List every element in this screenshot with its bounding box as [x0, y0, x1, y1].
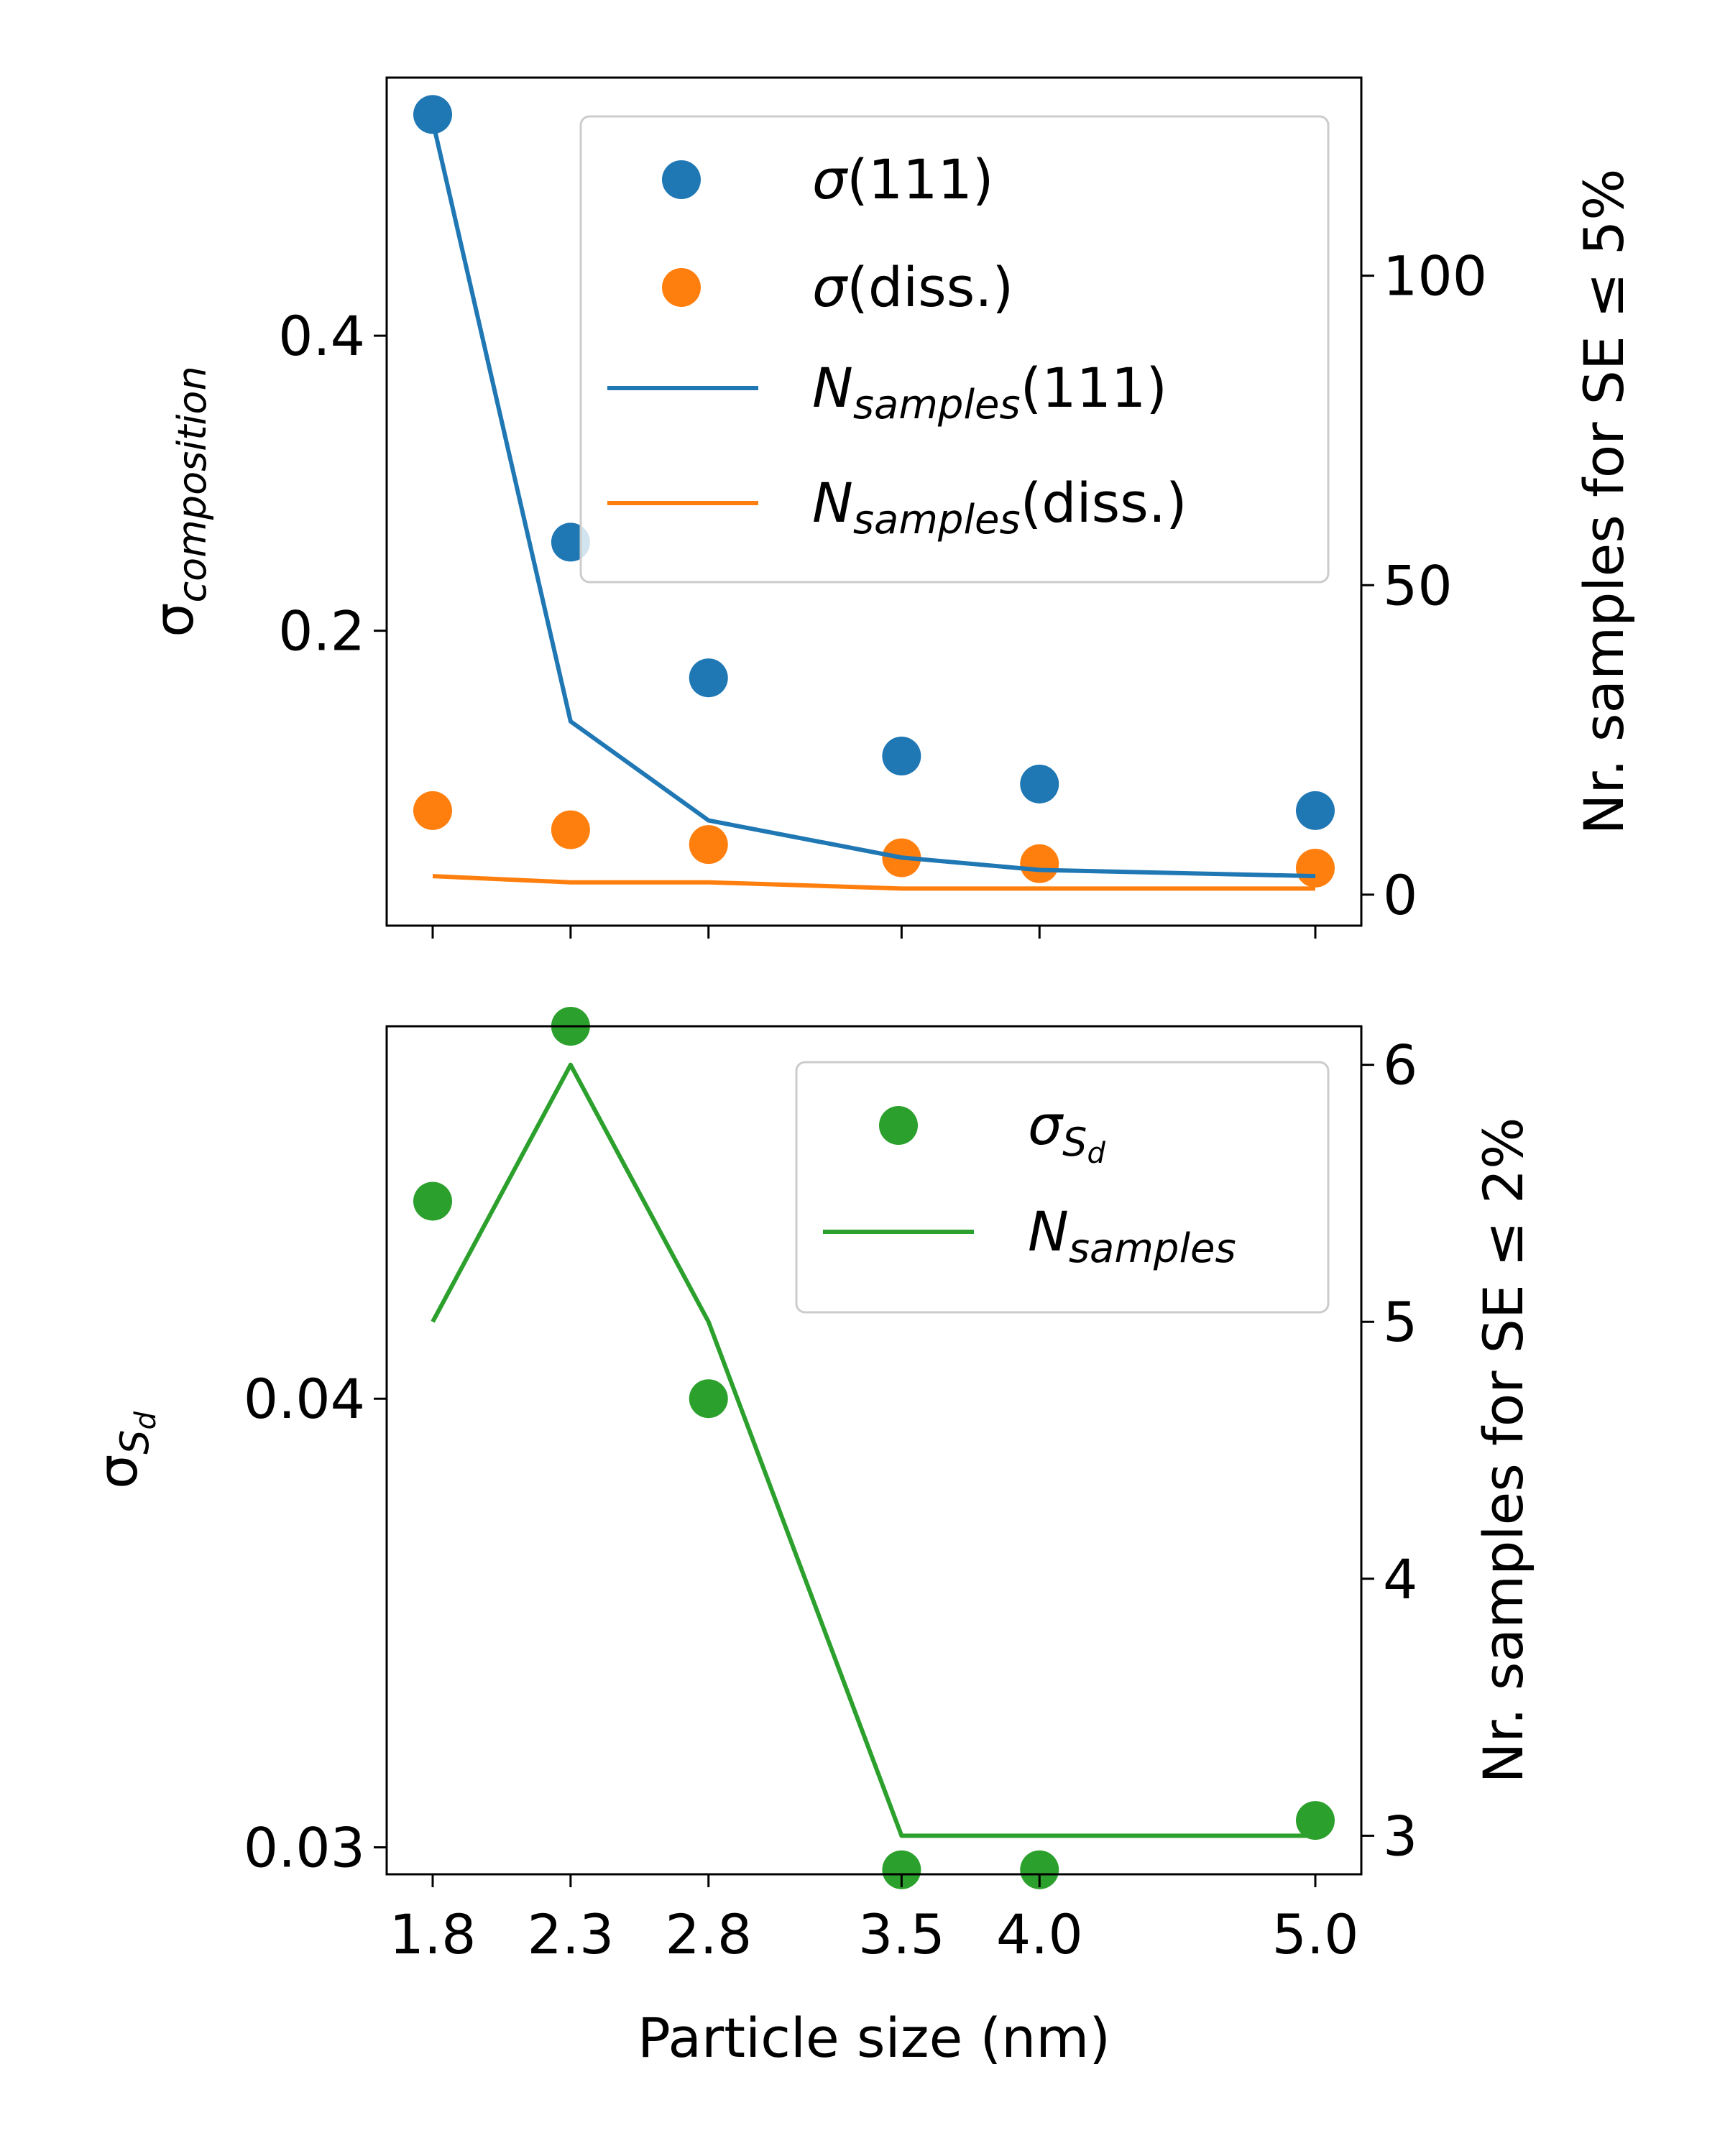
top-left-tick-label: 0.4 — [278, 304, 365, 368]
top-x-axis-ticks — [431, 926, 1317, 939]
top-series-line-nsamples-diss- — [432, 874, 1315, 891]
legend-marker-sigma-diss — [662, 268, 701, 307]
legend-label-sigma-111: σ(111) — [812, 147, 994, 211]
top-panel: 0.2 0.4 0 50 100 σcomposition Nr. samples f… — [142, 76, 1636, 939]
bottom-left-axis-label: σSd — [86, 1411, 162, 1488]
top-point--diss--4 — [1020, 844, 1059, 883]
bottom-legend: σSd Nsamples — [795, 1061, 1330, 1314]
top-point--diss--2 — [689, 825, 728, 865]
top-series-line-nsamples-111- — [431, 120, 1316, 879]
bottom-right-tick-label: 5 — [1383, 1290, 1417, 1354]
top-legend-box — [579, 115, 1330, 584]
top-point--diss--5 — [1296, 848, 1335, 888]
top-legend: σ(111) σ(diss.) Nsamples(111) Nsamples(d… — [579, 115, 1330, 584]
bottom-point--sd-2 — [689, 1379, 728, 1419]
top-point--diss--1 — [551, 810, 590, 849]
bottom-left-tick-label: 0.03 — [244, 1816, 365, 1880]
bottom-left-axis-ticks: 0.03 0.04 — [244, 1367, 387, 1880]
bottom-right-tick-label: 3 — [1383, 1804, 1417, 1868]
top-left-tick-label: 0.2 — [278, 599, 365, 663]
bottom-left-axis-label-main: σ — [86, 1455, 150, 1489]
bottom-legend-box — [795, 1061, 1330, 1314]
legend-label-nsamples: Nsamples — [1028, 1199, 1236, 1272]
bottom-point--sd-3 — [882, 1850, 921, 1889]
bottom-data-marks — [413, 1007, 1335, 1889]
top-point--111--4 — [1020, 764, 1059, 803]
top-right-tick-label: 0 — [1383, 863, 1417, 927]
bottom-point--sd-0 — [413, 1181, 452, 1221]
top-left-axis-label: σcomposition — [142, 366, 215, 637]
bottom-left-axis-label-subsub: d — [129, 1411, 162, 1429]
legend-marker-sigma-111 — [662, 160, 701, 199]
bottom-x-tick-label: 3.5 — [858, 1902, 945, 1966]
bottom-x-tick-label: 4.0 — [996, 1902, 1083, 1966]
bottom-right-tick-label: 4 — [1383, 1547, 1417, 1611]
top-right-axis-label: Nr. samples for SE ≤ 5% — [1572, 169, 1636, 835]
top-left-axis-label-sub: composition — [170, 366, 215, 602]
top-point--111--3 — [882, 737, 921, 775]
bottom-series-line-nsamples — [431, 1062, 1315, 1838]
bottom-x-axis-ticks: 1.8 2.3 2.8 3.5 4.0 5.0 — [390, 1874, 1359, 1966]
bottom-x-tick-label: 1.8 — [390, 1902, 477, 1966]
top-point--diss--0 — [413, 791, 452, 830]
bottom-x-tick-label: 2.8 — [665, 1902, 752, 1966]
legend-label-sigma-sd: σSd — [1028, 1093, 1105, 1170]
bottom-panel: 0.03 0.04 3 4 5 6 1.8 2.3 2.8 3.5 4.0 5.0 σSd Nr.… — [86, 1007, 1535, 2070]
x-axis-label: Particle size (nm) — [638, 2006, 1110, 2070]
legend-marker-sigma-sd — [879, 1106, 918, 1145]
legend-label-sigma-diss: σ(diss.) — [812, 255, 1013, 319]
top-plot-frame — [385, 76, 1363, 927]
top-right-tick-label: 50 — [1383, 553, 1453, 617]
top-left-axis-label-main: σ — [142, 603, 206, 637]
bottom-x-tick-label: 2.3 — [527, 1902, 614, 1966]
legend-label-nsamples-111: Nsamples(111) — [812, 356, 1167, 428]
bottom-point--sd-4 — [1020, 1850, 1059, 1889]
top-right-axis-ticks: 0 50 100 — [1361, 244, 1487, 927]
bottom-plot-frame — [385, 1025, 1363, 1876]
bottom-right-axis-ticks: 3 4 5 6 — [1361, 1033, 1417, 1868]
bottom-left-axis-label-sub: S — [112, 1429, 157, 1454]
top-left-axis-ticks: 0.2 0.4 — [278, 304, 387, 663]
bottom-point--sd-5 — [1296, 1801, 1335, 1841]
legend-label-nsamples-diss: Nsamples(diss.) — [812, 471, 1187, 543]
bottom-right-tick-label: 6 — [1383, 1033, 1417, 1097]
top-point--111--2 — [689, 658, 728, 698]
top-right-tick-label: 100 — [1383, 244, 1487, 308]
top-point--111--0 — [413, 95, 452, 134]
bottom-left-tick-label: 0.04 — [244, 1367, 365, 1431]
bottom-x-tick-label: 5.0 — [1272, 1902, 1359, 1966]
top-point--111--5 — [1296, 791, 1335, 830]
top-data-marks — [413, 95, 1335, 891]
bottom-right-axis-label: Nr. samples for SE ≤ 2% — [1471, 1118, 1535, 1784]
